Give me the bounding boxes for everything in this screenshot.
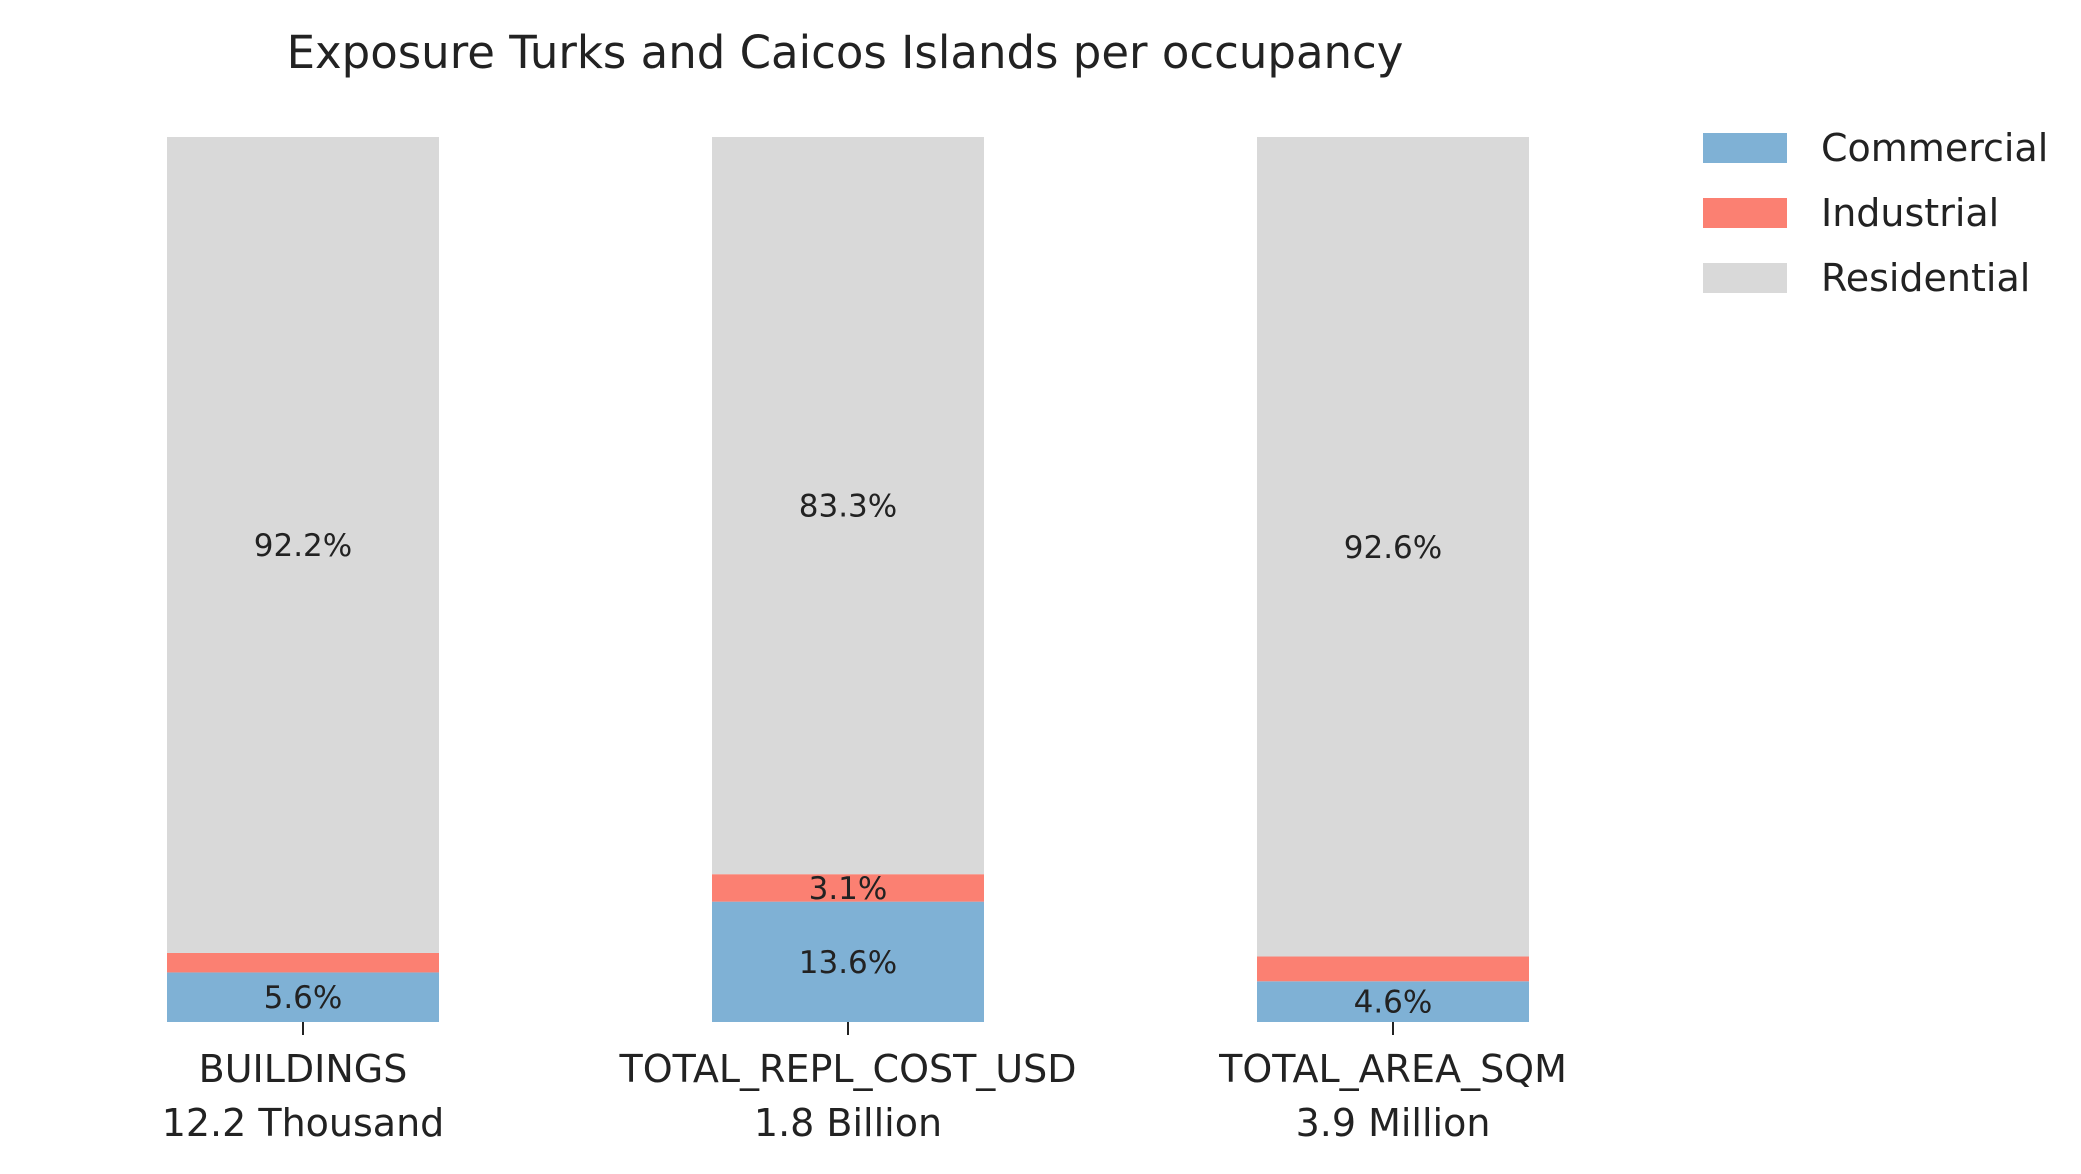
legend-label-residential: Residential (1821, 256, 2030, 300)
x-tick-total-2: 3.9 Million (1296, 1101, 1491, 1145)
bar-commercial-0 (167, 972, 439, 1022)
x-tick-label-1: TOTAL_REPL_COST_USD (618, 1047, 1076, 1091)
x-tick-total-0: 12.2 Thousand (162, 1101, 445, 1145)
bar-commercial-1 (712, 901, 984, 1022)
data-label-industrial-1: 3.1% (809, 871, 888, 907)
legend-swatch-residential (1703, 263, 1787, 293)
x-axis: BUILDINGS 12.2 Thousand TOTAL_REPL_COST_US… (162, 1022, 1567, 1145)
bar-commercial-2 (1257, 981, 1529, 1022)
data-label-commercial-2: 4.6% (1354, 985, 1433, 1021)
legend-swatch-industrial (1703, 198, 1787, 228)
bar-industrial-0 (167, 952, 439, 973)
bar-residential-2 (1257, 137, 1529, 957)
data-label-commercial-1: 13.6% (799, 945, 897, 981)
data-label-residential-2: 92.6% (1344, 530, 1442, 566)
bar-industrial-1 (712, 874, 984, 902)
data-label-commercial-0: 5.6% (264, 980, 343, 1016)
bar-residential-1 (712, 137, 984, 875)
legend-label-commercial: Commercial (1821, 126, 2048, 170)
bar-residential-0 (167, 137, 439, 953)
x-tick-label-2: TOTAL_AREA_SQM (1218, 1047, 1567, 1091)
legend-swatch-commercial (1703, 133, 1787, 163)
bars: 5.6% 92.2% 13.6% 3.1% 83.3% 4.6% 92.6% (167, 137, 1529, 1022)
x-tick-label-0: BUILDINGS (199, 1047, 408, 1091)
chart-title: Exposure Turks and Caicos Islands per oc… (287, 26, 1404, 79)
data-label-residential-1: 83.3% (799, 489, 897, 525)
legend: Commercial Industrial Residential (1703, 126, 2048, 300)
legend-label-industrial: Industrial (1821, 191, 1999, 235)
data-label-residential-0: 92.2% (254, 528, 352, 564)
x-tick-total-1: 1.8 Billion (754, 1101, 942, 1145)
bar-industrial-2 (1257, 956, 1529, 982)
